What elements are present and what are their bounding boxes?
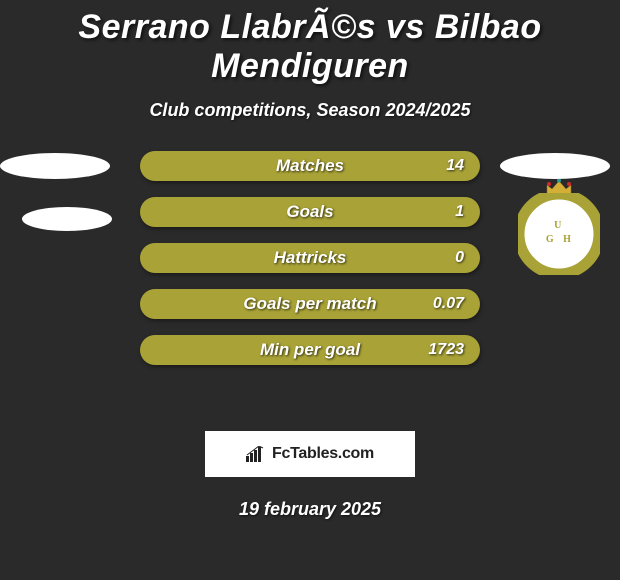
infographic-root: Serrano LlabrÃ©s vs Bilbao Mendiguren Cl… <box>0 0 620 520</box>
right-team-badges: U G H <box>500 151 620 179</box>
left-team-badges <box>0 151 112 231</box>
stat-label: Matches <box>140 156 480 176</box>
right-badge-1 <box>500 153 610 179</box>
stat-value: 14 <box>446 157 464 175</box>
page-title: Serrano LlabrÃ©s vs Bilbao Mendiguren <box>0 8 620 86</box>
stat-label: Goals <box>140 202 480 222</box>
stats-bars: Matches 14 Goals 1 Hattricks 0 Goals per… <box>140 151 480 365</box>
stat-value: 0.07 <box>433 295 464 313</box>
stat-label: Goals per match <box>140 294 480 314</box>
stat-bar-hattricks: Hattricks 0 <box>140 243 480 273</box>
stat-value: 1 <box>455 203 464 221</box>
stat-bar-gpm: Goals per match 0.07 <box>140 289 480 319</box>
date-text: 19 february 2025 <box>0 499 620 520</box>
stat-value: 0 <box>455 249 464 267</box>
stat-label: Hattricks <box>140 248 480 268</box>
stat-bar-mpg: Min per goal 1723 <box>140 335 480 365</box>
source-logo-text: FcTables.com <box>272 445 374 463</box>
subtitle: Club competitions, Season 2024/2025 <box>0 100 620 121</box>
stat-bar-matches: Matches 14 <box>140 151 480 181</box>
crest-ring-icon: U G H <box>518 193 600 275</box>
club-crest: U G H <box>518 193 600 275</box>
left-badge-1 <box>0 153 110 179</box>
left-badge-2 <box>22 207 112 231</box>
main-content: U G H Matches 14 Goals 1 Hattricks 0 <box>0 151 620 411</box>
bar-chart-icon <box>246 446 266 462</box>
source-logo: FcTables.com <box>205 431 415 477</box>
crest-circle: U G H <box>518 193 600 275</box>
stat-bar-goals: Goals 1 <box>140 197 480 227</box>
stat-value: 1723 <box>428 341 464 359</box>
